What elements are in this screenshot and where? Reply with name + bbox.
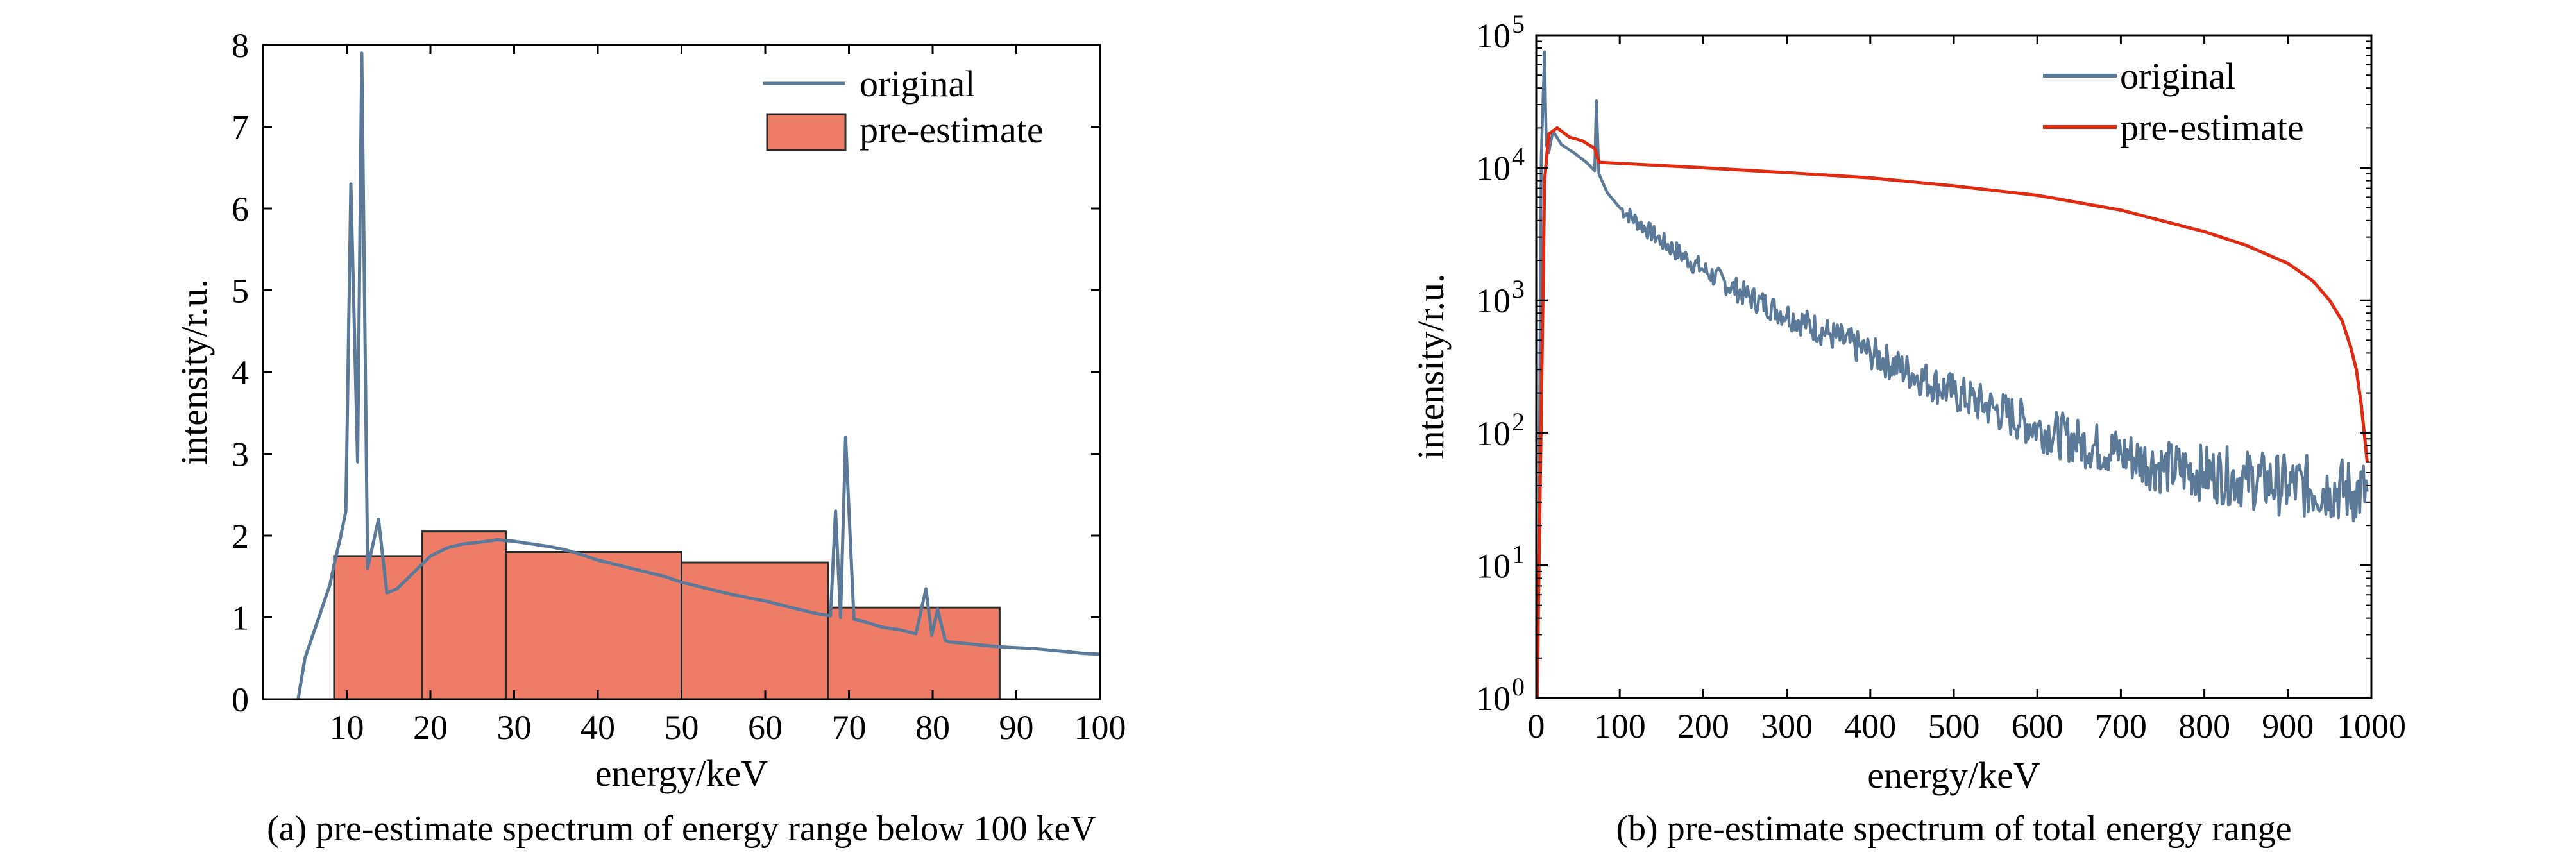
y-tick-label: 4	[232, 353, 249, 392]
legend: original pre-estimate	[2043, 55, 2304, 148]
pre-estimate-bars	[333, 530, 1001, 700]
y-tick-label: 10	[1476, 547, 1511, 585]
y-tick-label: 3	[232, 436, 249, 474]
y-tick-label: 2	[232, 517, 249, 556]
x-tick-label: 900	[2262, 707, 2314, 745]
x-tick-label: 10	[330, 708, 364, 747]
x-tick-label: 0	[1528, 707, 1545, 745]
x-tick-label: 50	[665, 708, 699, 747]
pre-estimate-bar	[421, 530, 507, 700]
pre-estimate-bar	[504, 551, 682, 700]
caption: (a) pre-estimate spectrum of energy rang…	[267, 809, 1096, 849]
x-tick-label: 800	[2178, 707, 2230, 745]
x-axis-label: energy/keV	[595, 752, 768, 794]
x-tick-label: 20	[413, 708, 448, 747]
y-tick-exponent: 5	[1512, 10, 1525, 38]
pre-estimate-bar	[827, 606, 1001, 700]
y-tick-label: 1	[232, 599, 249, 638]
pre-estimate-bar	[681, 561, 829, 700]
y-tick-label: 10	[1476, 17, 1511, 55]
y-tick-label: 5	[232, 272, 249, 310]
y-tick-label: 10	[1476, 414, 1511, 453]
x-tick-label: 400	[1844, 707, 1896, 745]
x-tick-label: 500	[1928, 707, 1980, 745]
legend-label-pre-estimate: pre-estimate	[860, 109, 1044, 151]
x-tick-label: 90	[999, 708, 1034, 747]
x-tick-label: 100	[1074, 708, 1126, 747]
x-tick-label: 80	[915, 708, 950, 747]
y-axis-label: intensity/r.u.	[173, 279, 215, 465]
y-tick-label: 6	[232, 190, 249, 228]
y-tick-label: 10	[1476, 282, 1511, 320]
x-tick-label: 700	[2095, 707, 2147, 745]
x-tick-label: 600	[2012, 707, 2063, 745]
legend-label-original: original	[2120, 55, 2235, 97]
y-tick-label: 7	[232, 108, 249, 147]
x-tick-label: 200	[1677, 707, 1729, 745]
legend-label-original: original	[860, 63, 975, 105]
y-tick-exponent: 3	[1512, 275, 1525, 303]
y-tick-label: 8	[232, 26, 249, 65]
y-tick-label: 0	[232, 681, 249, 719]
axis-ticks: 10 010 110 210 310 410 50 100 200 300 400 500 600 700…	[1476, 10, 2406, 745]
x-tick-label: 100	[1594, 707, 1646, 745]
legend-swatch-pre-estimate	[766, 113, 847, 151]
caption: (b) pre-estimate spectrum of total energ…	[1616, 809, 2291, 849]
x-tick-label: 1000	[2337, 707, 2406, 745]
y-tick-exponent: 0	[1512, 672, 1525, 701]
x-tick-label: 40	[580, 708, 615, 747]
pre-estimate-series-line	[1535, 126, 2369, 699]
y-tick-label: 10	[1476, 149, 1511, 188]
y-tick-label: 10	[1476, 679, 1511, 718]
x-tick-label: 30	[497, 708, 532, 747]
axis-ticks: 0 1 2 3 4 5 6 7 8 10 20 30 40 50 60 70 80 90 100	[232, 26, 1126, 747]
y-tick-exponent: 1	[1512, 539, 1525, 568]
legend-label-pre-estimate: pre-estimate	[2120, 106, 2304, 148]
x-tick-label: 70	[832, 708, 867, 747]
panel-b: 10 010 110 210 310 410 50 100 200 300 400 500 600 700…	[1410, 10, 2406, 849]
x-tick-label: 300	[1761, 707, 1813, 745]
y-tick-exponent: 2	[1512, 407, 1525, 436]
x-tick-label: 60	[748, 708, 783, 747]
original-series-line	[296, 51, 1101, 700]
y-axis-label: intensity/r.u.	[1410, 274, 1452, 460]
legend: original pre-estimate	[763, 63, 1044, 151]
original-series-line	[1536, 50, 2369, 699]
panel-a: 0 1 2 3 4 5 6 7 8 10 20 30 40 50 60 70 80 90 100 original …	[173, 26, 1126, 849]
x-axis-label: energy/keV	[1867, 754, 2040, 796]
y-tick-exponent: 4	[1512, 142, 1525, 171]
